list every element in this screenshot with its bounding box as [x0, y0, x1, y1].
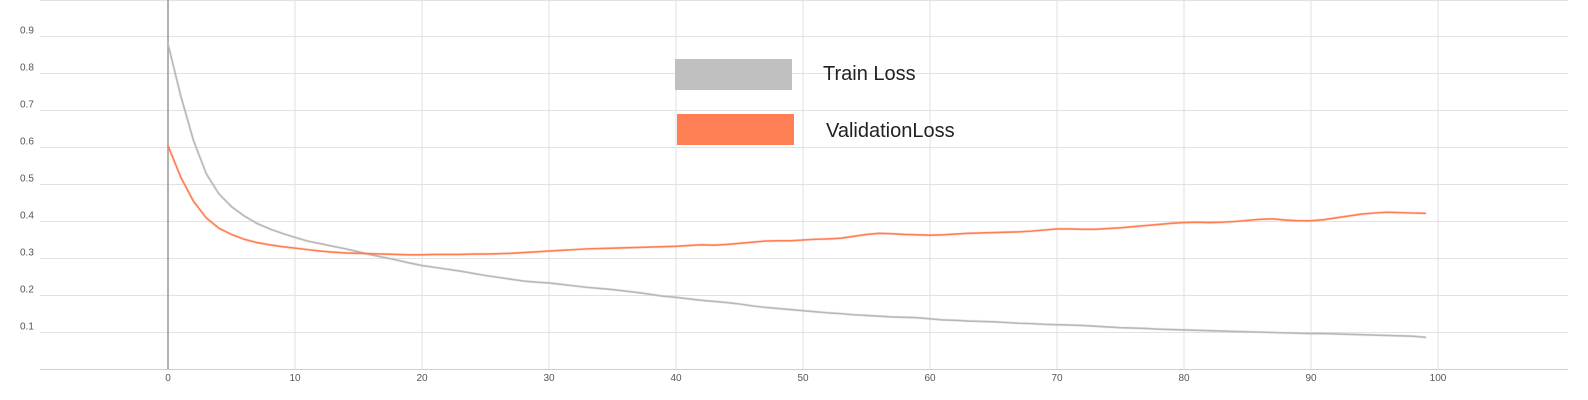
y-tick-label-0.8: 0.8 [20, 63, 34, 74]
series-line-0 [167, 43, 1427, 339]
x-tick-label-60: 60 [924, 373, 936, 384]
x-tick-label-10: 10 [289, 373, 301, 384]
series-halo-1 [166, 144, 1427, 257]
x-tick-label-70: 70 [1051, 373, 1063, 384]
x-tick-label-80: 80 [1178, 373, 1190, 384]
x-tick-label-20: 20 [416, 373, 428, 384]
y-tick-label-0.6: 0.6 [20, 137, 34, 148]
legend-label-train-loss: Train Loss [823, 63, 916, 85]
grid [40, 0, 1568, 369]
x-tick-label-40: 40 [670, 373, 682, 384]
x-tick-label-90: 90 [1305, 373, 1317, 384]
legend: Train Loss ValidationLoss [675, 59, 955, 145]
y-tick-label-0.3: 0.3 [20, 248, 34, 259]
legend-swatch-validation-loss [677, 114, 794, 145]
y-tick-label-0.5: 0.5 [20, 174, 34, 185]
x-tick-label-30: 30 [543, 373, 555, 384]
x-tick-label-50: 50 [797, 373, 809, 384]
legend-label-validation-loss: ValidationLoss [826, 120, 955, 142]
legend-swatch-train-loss [675, 59, 792, 90]
series-halo-0 [166, 42, 1427, 339]
y-tick-label-0.4: 0.4 [20, 211, 34, 222]
y-tick-label-0.2: 0.2 [20, 285, 34, 296]
y-tick-label-0.7: 0.7 [20, 100, 34, 111]
y-tick-label-0.1: 0.1 [20, 322, 34, 333]
series-line-1 [167, 144, 1427, 256]
x-tick-label-100: 100 [1430, 373, 1447, 384]
x-tick-label-0: 0 [165, 373, 171, 384]
series-lines [166, 42, 1427, 339]
y-tick-label-0.9: 0.9 [20, 26, 34, 37]
axes: 0 10 20 30 40 50 60 70 80 90 100 0.1 0.2 0.3 0.4 0.5 0.6… [20, 0, 1568, 384]
